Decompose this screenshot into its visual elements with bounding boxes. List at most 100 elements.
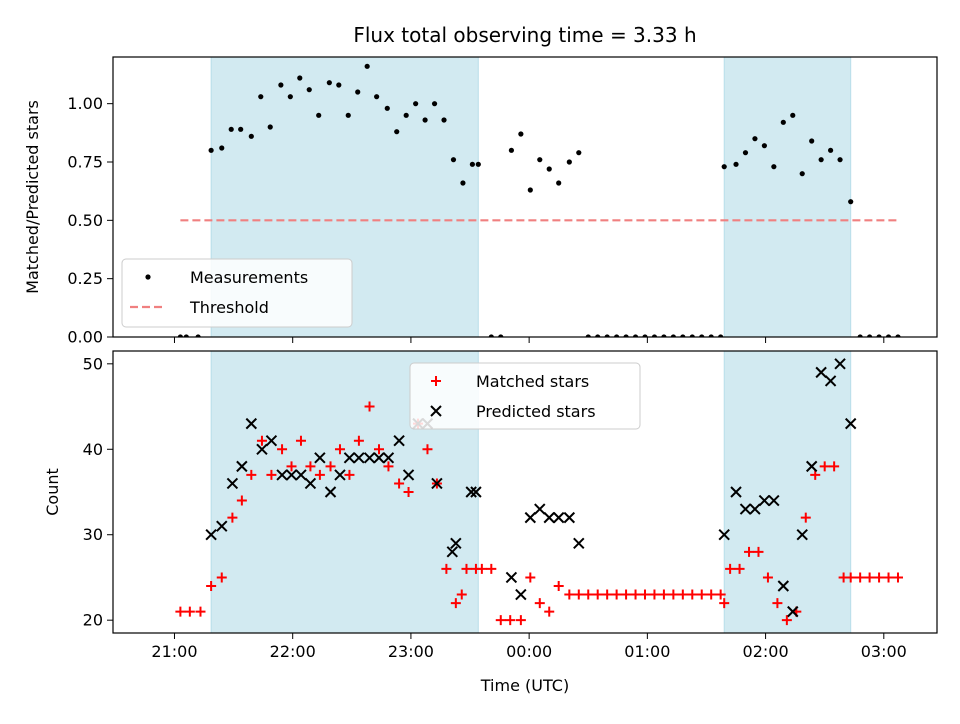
point-1-0-20 [373, 444, 384, 455]
point-1-1-41 [768, 494, 780, 507]
point-1-0-34 [495, 615, 506, 626]
point-1-0-15 [325, 461, 336, 472]
point-1-0-9 [266, 469, 277, 480]
point-1-0-64 [772, 598, 783, 609]
point-0-0-8 [258, 94, 264, 100]
point-1-0-72 [845, 572, 856, 583]
point-1-0-18 [353, 435, 364, 446]
point-1-0-28 [450, 598, 461, 609]
point-1-1-33 [552, 511, 565, 524]
plot-area-0 [177, 63, 901, 337]
point-0-0-55 [708, 334, 714, 337]
point-1-1-3 [236, 460, 248, 473]
point-0-0-48 [642, 334, 648, 337]
point-0-0-53 [689, 334, 695, 337]
point-1-0-11 [286, 461, 297, 472]
point-1-1-34 [563, 511, 576, 524]
point-0-0-6 [238, 126, 244, 132]
point-1-0-53 [677, 589, 688, 600]
point-1-0-23 [403, 487, 414, 497]
point-1-0-57 [715, 589, 726, 600]
point-0-0-59 [742, 150, 749, 156]
point-1-0-42 [573, 589, 584, 600]
point-0-0-73 [876, 334, 882, 337]
point-1-1-32 [543, 511, 555, 524]
point-0-0-74 [885, 334, 892, 337]
legend-marker-1-0 [431, 376, 441, 386]
point-0-0-32 [488, 334, 494, 337]
point-0-0-13 [306, 87, 312, 93]
point-1-1-5 [256, 443, 268, 455]
point-0-0-66 [809, 138, 815, 144]
point-1-0-65 [781, 615, 792, 626]
y-tick-label-0-1: 0.25 [67, 269, 103, 288]
y-tick-label-1-0: 20 [83, 611, 103, 630]
point-1-0-3 [206, 581, 217, 591]
point-1-0-58 [719, 598, 730, 609]
point-1-0-5 [227, 512, 238, 523]
point-0-0-47 [632, 334, 639, 337]
point-0-0-27 [441, 117, 447, 123]
point-1-1-13 [334, 469, 346, 481]
point-1-1-9 [295, 469, 307, 481]
point-1-1-26 [465, 486, 477, 498]
point-0-0-5 [228, 126, 234, 132]
legend-0: Measurements Threshold [121, 258, 353, 328]
x-tick-label-5: 02:00 [743, 642, 789, 661]
point-0-0-65 [799, 171, 805, 177]
point-0-0-72 [867, 334, 873, 337]
axes-frame-0 [112, 56, 938, 338]
point-0-0-10 [278, 82, 284, 88]
point-1-0-56 [706, 589, 717, 600]
point-1-1-44 [796, 529, 808, 541]
point-1-0-33 [486, 563, 497, 574]
point-0-0-16 [336, 82, 342, 88]
point-1-0-36 [515, 615, 526, 626]
point-1-1-48 [834, 358, 846, 370]
point-0-0-38 [546, 166, 552, 172]
point-1-1-19 [393, 435, 405, 447]
plot-area-1 [175, 358, 903, 626]
point-0-0-71 [857, 334, 863, 337]
point-0-0-23 [403, 112, 409, 118]
point-0-0-20 [374, 94, 380, 100]
x-tick-label-1: 22:00 [270, 642, 316, 661]
point-1-0-48 [630, 589, 641, 600]
panel-0: 0.00 0.25 0.50 0.75 1.00 Measurements Threshol… [67, 56, 938, 347]
x-axis-label: Time (UTC) [480, 676, 569, 695]
point-0-0-3 [208, 147, 214, 153]
point-1-0-67 [800, 512, 811, 523]
y-axis-label-top: Matched/Predicted stars [23, 100, 42, 294]
series-1-0 [175, 401, 903, 626]
point-0-0-28 [450, 157, 457, 163]
point-0-0-29 [460, 180, 466, 186]
point-1-0-27 [441, 563, 452, 574]
point-0-0-14 [316, 112, 322, 118]
point-0-0-19 [364, 63, 370, 69]
point-1-0-55 [696, 589, 707, 600]
point-0-0-11 [287, 94, 293, 100]
point-1-1-6 [265, 435, 278, 447]
point-0-0-67 [818, 157, 824, 163]
point-0-0-22 [394, 129, 400, 135]
legend-box-0 [121, 258, 353, 328]
x-tick-label-6: 03:00 [861, 642, 907, 661]
point-1-1-20 [402, 469, 415, 481]
point-1-1-15 [353, 452, 365, 464]
point-0-0-58 [733, 161, 739, 167]
point-0-0-63 [780, 119, 786, 125]
point-1-0-38 [534, 598, 545, 609]
point-0-0-18 [355, 89, 361, 95]
point-0-0-15 [326, 80, 332, 86]
point-0-0-42 [585, 334, 591, 337]
point-1-0-77 [892, 572, 903, 583]
y-tick-label-0-2: 0.50 [67, 211, 103, 230]
point-1-1-42 [777, 580, 790, 592]
point-1-0-39 [544, 606, 555, 617]
axes-frame-1 [112, 350, 938, 634]
point-1-1-39 [749, 503, 761, 515]
legend-label-0-0: Measurements [190, 268, 308, 287]
point-0-0-25 [422, 117, 428, 123]
point-1-1-1 [216, 520, 228, 532]
point-1-0-76 [883, 572, 894, 583]
